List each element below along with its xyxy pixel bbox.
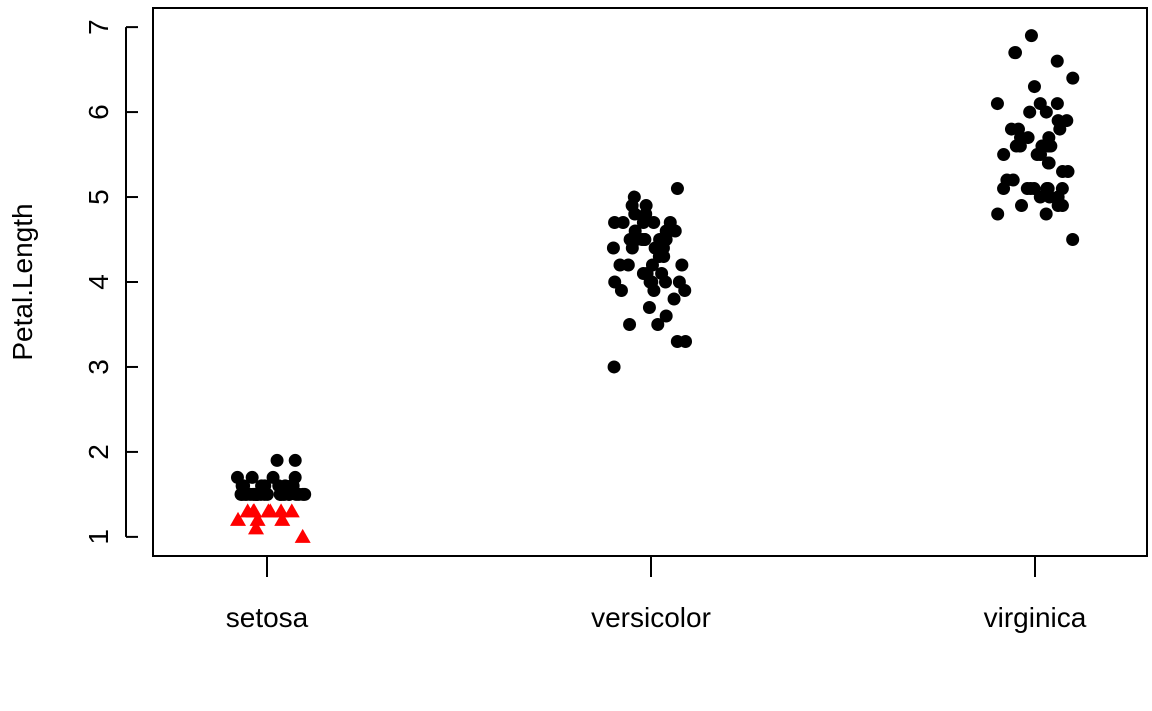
y-tick-label: 2 — [83, 444, 114, 460]
data-point-circle — [1066, 233, 1080, 247]
data-point-triangle — [249, 511, 266, 526]
data-point-circle — [627, 190, 641, 204]
y-tick-label: 4 — [83, 274, 114, 290]
data-point-circle — [245, 470, 259, 484]
y-tick-label: 6 — [83, 104, 114, 120]
data-point-circle — [1051, 199, 1065, 213]
data-point-circle — [1066, 71, 1080, 85]
data-point-circle — [1008, 46, 1022, 60]
data-point-circle — [606, 241, 620, 255]
x-axis: setosa versicolor virginica — [226, 556, 1087, 633]
data-point-circle — [668, 224, 682, 238]
data-point-circle — [234, 487, 248, 501]
data-point-circle — [628, 207, 642, 221]
data-point-circle — [230, 470, 244, 484]
y-tick-label: 3 — [83, 359, 114, 375]
circle-series — [230, 29, 1080, 501]
data-point-circle — [675, 258, 689, 272]
data-point-circle — [1024, 29, 1038, 43]
data-point-circle — [623, 317, 637, 331]
y-axis: 1 2 3 4 5 6 7 — [83, 19, 138, 545]
data-point-circle — [1042, 131, 1056, 145]
data-point-circle — [997, 148, 1011, 162]
data-point-circle — [1009, 139, 1023, 153]
data-point-circle — [1055, 182, 1069, 196]
data-point-triangle — [230, 511, 247, 526]
data-points — [230, 29, 1080, 543]
y-tick-label: 5 — [83, 189, 114, 205]
data-point-triangle — [260, 503, 277, 518]
data-point-circle — [639, 207, 653, 221]
data-point-circle — [1006, 173, 1020, 187]
y-tick-label: 1 — [83, 529, 114, 545]
data-point-circle — [1033, 190, 1047, 204]
data-point-circle — [670, 182, 684, 196]
triangle-series — [230, 503, 311, 543]
data-point-circle — [1027, 80, 1041, 94]
data-point-circle — [652, 250, 666, 264]
data-point-circle — [990, 97, 1004, 111]
data-point-circle — [270, 453, 284, 467]
data-point-circle — [1039, 207, 1053, 221]
data-point-triangle — [273, 503, 290, 518]
data-point-circle — [659, 309, 673, 323]
data-point-circle — [284, 479, 298, 493]
data-point-triangle — [248, 520, 265, 535]
data-point-circle — [678, 283, 692, 297]
data-point-circle — [1023, 105, 1037, 119]
data-point-circle — [288, 453, 302, 467]
data-point-triangle — [283, 503, 300, 518]
data-point-circle — [1060, 114, 1074, 128]
data-point-circle — [667, 292, 681, 306]
data-point-circle — [1030, 148, 1044, 162]
data-point-circle — [608, 216, 622, 230]
data-point-circle — [266, 470, 280, 484]
y-axis-title: Petal.Length — [7, 203, 38, 360]
data-point-circle — [628, 224, 642, 238]
data-point-circle — [608, 275, 622, 289]
x-tick-label: versicolor — [591, 602, 711, 633]
data-point-circle — [642, 300, 656, 314]
data-point-triangle — [246, 503, 263, 518]
data-point-circle — [991, 207, 1005, 221]
data-point-circle — [607, 360, 621, 374]
data-point-circle — [1004, 122, 1018, 136]
data-point-circle — [643, 275, 657, 289]
data-point-circle — [647, 216, 661, 230]
data-point-circle — [1015, 199, 1029, 213]
data-point-circle — [651, 317, 665, 331]
data-point-circle — [1033, 97, 1047, 111]
data-point-circle — [296, 487, 310, 501]
data-point-circle — [1041, 156, 1055, 170]
data-point-circle — [638, 233, 652, 247]
data-point-triangle — [294, 528, 311, 543]
data-point-triangle — [274, 511, 291, 526]
data-point-circle — [1050, 54, 1064, 68]
data-point-circle — [1021, 131, 1035, 145]
data-point-circle — [258, 487, 272, 501]
data-point-circle — [625, 241, 639, 255]
data-point-circle — [621, 258, 635, 272]
data-point-circle — [1050, 97, 1064, 111]
data-point-circle — [1024, 182, 1038, 196]
x-tick-label: virginica — [984, 602, 1087, 633]
x-tick-label: setosa — [226, 602, 309, 633]
data-point-circle — [679, 334, 693, 348]
data-point-circle — [655, 267, 669, 281]
data-point-circle — [1061, 165, 1075, 179]
y-tick-label: 7 — [83, 19, 114, 35]
